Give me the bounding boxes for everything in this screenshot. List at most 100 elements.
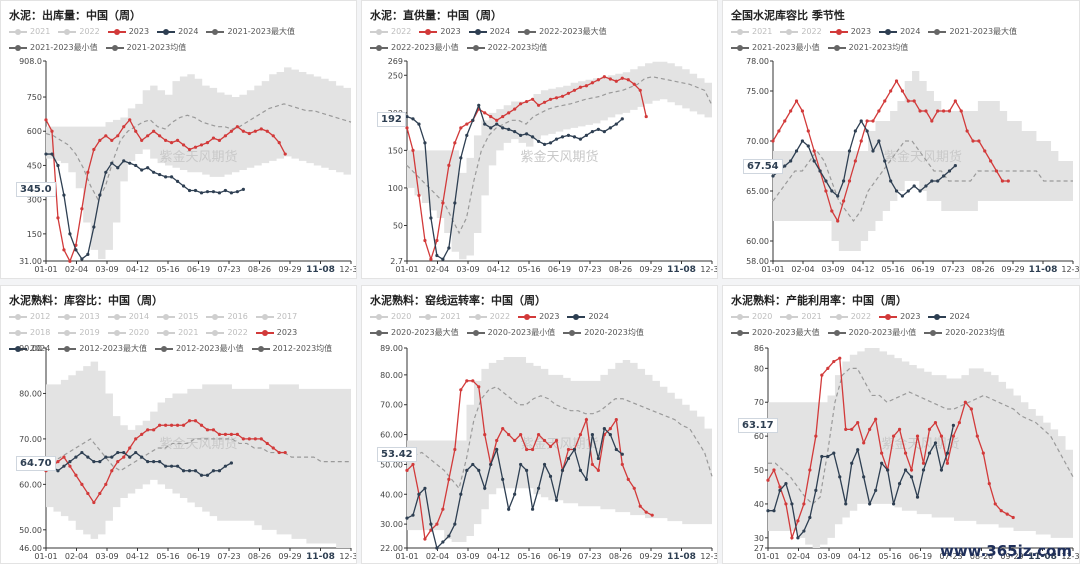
series-2024-point xyxy=(880,461,884,465)
legend-item[interactable]: 2020 xyxy=(731,310,772,324)
legend-item[interactable]: 2023 xyxy=(879,310,920,324)
legend-item[interactable]: 2022 xyxy=(370,25,411,39)
series-2024-point xyxy=(199,191,204,195)
series-2023-point xyxy=(924,109,928,113)
legend-item[interactable]: 2020-2023最小值 xyxy=(827,326,916,340)
series-2024-point xyxy=(820,454,824,459)
legend-label: 2012-2023均值 xyxy=(272,344,333,353)
series-2023-point xyxy=(806,129,810,133)
legend-item[interactable]: 2015 xyxy=(157,310,198,324)
legend-item[interactable]: 2022-2023均值 xyxy=(466,41,547,55)
legend-item[interactable]: 2022 xyxy=(58,25,100,39)
y-tick-label: 90.00 xyxy=(19,344,42,353)
series-2024-point xyxy=(164,175,168,179)
legend-item[interactable]: 2023 xyxy=(829,25,871,39)
legend-item[interactable]: 2020-2023最大值 xyxy=(731,326,820,340)
series-2023-point xyxy=(525,447,529,452)
series-2023-point xyxy=(853,159,857,163)
series-2023-point xyxy=(277,141,281,145)
legend-item[interactable]: 2021-2023均值 xyxy=(105,41,186,55)
legend-item[interactable]: 2020-2023均值 xyxy=(924,326,1005,340)
legend-item[interactable]: 2021 xyxy=(731,25,772,39)
legend-label: 2020 xyxy=(391,312,412,321)
series-2024-point xyxy=(554,137,559,141)
legend-item[interactable]: 2018 xyxy=(9,326,50,340)
x-tick-label: 08-26 xyxy=(248,552,271,561)
series-2024-point xyxy=(933,441,938,445)
series-2024-point xyxy=(86,455,90,459)
legend-item[interactable]: 2024 xyxy=(9,342,50,356)
x-tick-label: 03-09 xyxy=(456,552,479,561)
series-2023-point xyxy=(80,207,84,211)
x-tick-label: 11-08 xyxy=(306,265,335,275)
legend-item[interactable]: 2022 xyxy=(829,310,871,324)
legend-item[interactable]: 2024 xyxy=(928,310,970,324)
legend-item[interactable]: 2023 xyxy=(419,25,461,39)
legend-item[interactable]: 2023 xyxy=(518,310,559,324)
legend-item[interactable]: 2022 xyxy=(206,326,248,340)
legend-item[interactable]: 2022 xyxy=(780,25,822,39)
legend-item[interactable]: 2021-2023均值 xyxy=(827,41,908,55)
legend-item[interactable]: 2021-2023最小值 xyxy=(731,41,820,55)
legend-item[interactable]: 2022-2023最大值 xyxy=(518,25,607,39)
y-tick-label: 269 xyxy=(388,57,403,66)
legend-item[interactable]: 2021 xyxy=(157,326,198,340)
legend-item[interactable]: 2012 xyxy=(9,310,50,324)
legend-item[interactable]: 2023 xyxy=(107,25,149,39)
legend-item[interactable]: 2021 xyxy=(9,25,50,39)
legend-label: 2012-2023最小值 xyxy=(175,344,244,353)
legend-item[interactable]: 2022-2023最小值 xyxy=(370,41,459,55)
legend-item[interactable]: 2021 xyxy=(419,310,461,324)
series-2023-point xyxy=(50,129,54,133)
legend-label: 2021 xyxy=(801,312,822,321)
legend-item[interactable]: 2020-2023最小值 xyxy=(466,326,555,340)
legend-item[interactable]: 2012-2023均值 xyxy=(251,342,333,356)
legend-item[interactable]: 2024 xyxy=(567,310,609,324)
legend-label: 2024 xyxy=(30,344,51,353)
series-2024-point xyxy=(900,194,905,198)
legend-item[interactable]: 2020 xyxy=(107,326,149,340)
series-2023-point xyxy=(441,507,445,511)
series-2023-point xyxy=(271,446,275,450)
legend-item[interactable]: 2014 xyxy=(107,310,149,324)
legend-item[interactable]: 2020-2023最大值 xyxy=(370,326,459,340)
series-2024-point xyxy=(223,464,228,468)
series-2024-point xyxy=(459,492,463,496)
legend-swatch xyxy=(58,28,77,36)
series-2023-point xyxy=(86,170,90,174)
legend-item[interactable]: 2023 xyxy=(255,326,297,340)
watermark: 紫金天风期货 xyxy=(881,436,959,452)
legend-item[interactable]: 2024 xyxy=(468,25,510,39)
x-tick-label: 11-08 xyxy=(306,552,335,562)
legend-item[interactable]: 2021 xyxy=(780,310,822,324)
legend-item[interactable]: 2021-2023最大值 xyxy=(206,25,295,39)
legend-item[interactable]: 2017 xyxy=(255,310,297,324)
legend-item[interactable]: 2024 xyxy=(879,25,920,39)
series-2023-point xyxy=(977,139,981,143)
legend-item[interactable]: 2016 xyxy=(206,310,248,324)
x-tick-label: 09-29 xyxy=(1001,265,1024,274)
legend-item[interactable]: 2021-2023最小值 xyxy=(9,41,98,55)
legend-item[interactable]: 2020-2023均值 xyxy=(563,326,644,340)
legend-swatch xyxy=(827,44,846,52)
series-2023-point xyxy=(850,427,854,431)
legend-item[interactable]: 2013 xyxy=(58,310,100,324)
legend-item[interactable]: 2020 xyxy=(370,310,411,324)
series-2023-point xyxy=(128,118,132,122)
series-2024-point xyxy=(501,126,505,130)
legend-item[interactable]: 2012-2023最大值 xyxy=(58,342,147,356)
legend-item[interactable]: 2012-2023最小值 xyxy=(154,342,244,356)
series-2023-point xyxy=(193,145,198,149)
series-2024-point xyxy=(794,149,799,153)
legend-item[interactable]: 2019 xyxy=(58,326,100,340)
legend-item[interactable]: 2024 xyxy=(157,25,198,39)
series-2024-point xyxy=(417,122,421,126)
watermark: 紫金天风期货 xyxy=(520,149,598,165)
legend-item[interactable]: 2022 xyxy=(468,310,510,324)
y-tick-label: 60.00 xyxy=(746,237,769,246)
legend-item[interactable]: 2021-2023最大值 xyxy=(928,25,1017,39)
x-tick-label: 02-04 xyxy=(65,552,88,561)
series-2024-point xyxy=(766,509,770,513)
series-2024-point xyxy=(489,462,493,467)
y-tick-label: 60 xyxy=(754,432,764,441)
